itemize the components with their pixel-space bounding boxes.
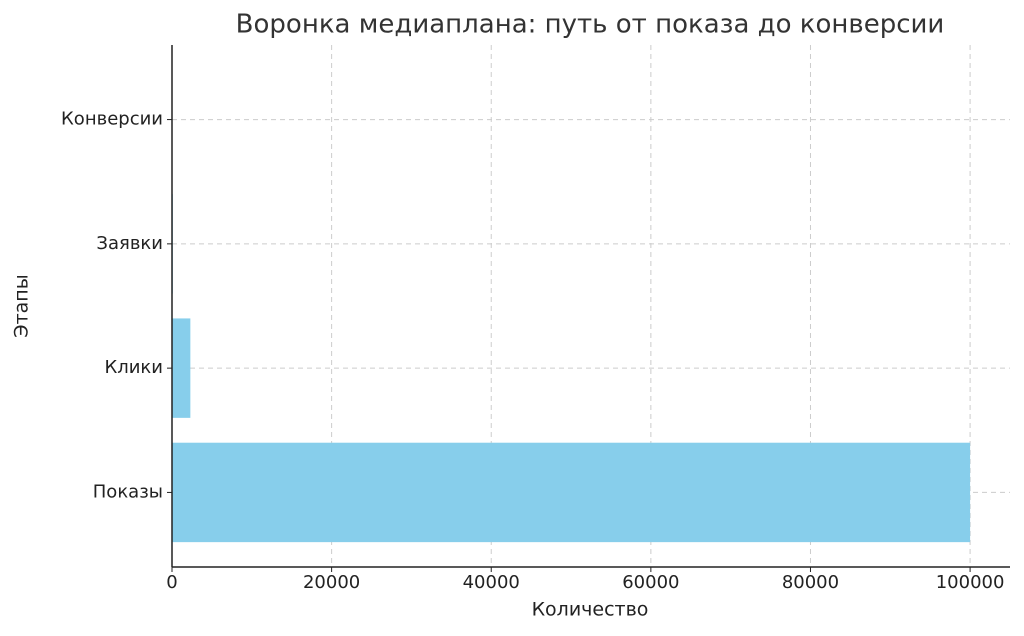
bar [172,442,971,543]
chart-title: Воронка медиаплана: путь от показа до ко… [236,10,945,40]
x-axis-label: Количество [532,599,649,621]
x-tick-label: 40000 [463,572,520,593]
y-tick-label: Конверсии [61,109,163,130]
x-tick-label: 100000 [936,572,1005,593]
x-tick-label: 60000 [622,572,679,593]
y-tick-label: Показы [93,481,163,502]
y-axis-label: Этапы [11,274,33,337]
y-tick-label: Клики [104,357,163,378]
x-tick-label: 20000 [303,572,360,593]
y-tick-label: Заявки [96,233,163,254]
bar [172,318,191,418]
x-tick-label: 0 [166,572,177,593]
x-tick-label: 80000 [782,572,839,593]
